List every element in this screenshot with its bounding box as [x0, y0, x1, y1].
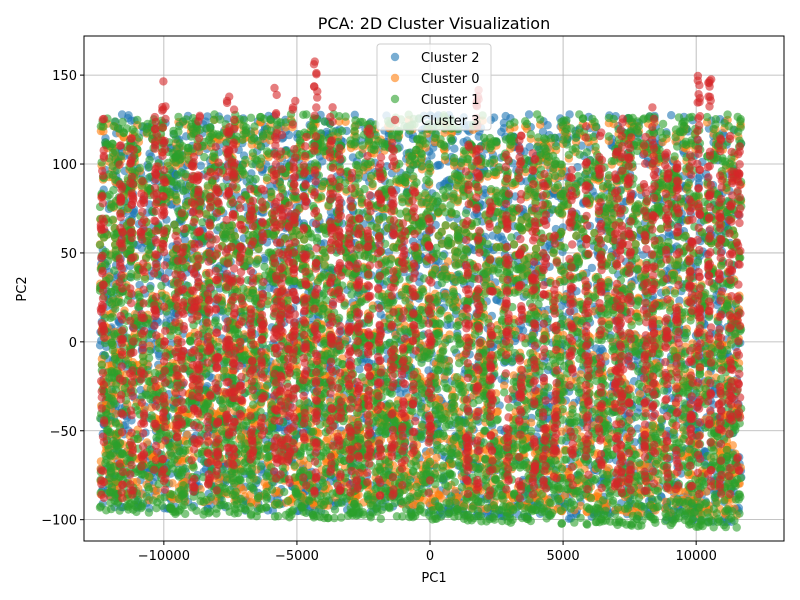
data-point [524, 110, 534, 119]
data-point [694, 174, 703, 183]
data-point [675, 296, 684, 305]
data-point [124, 111, 133, 120]
data-point [450, 144, 459, 153]
chart-title: PCA: 2D Cluster Visualization [318, 14, 550, 33]
data-point [667, 111, 676, 120]
data-point [164, 268, 173, 277]
data-point [592, 344, 601, 353]
data-points [95, 57, 746, 532]
data-point [196, 161, 205, 170]
data-point [538, 127, 548, 136]
